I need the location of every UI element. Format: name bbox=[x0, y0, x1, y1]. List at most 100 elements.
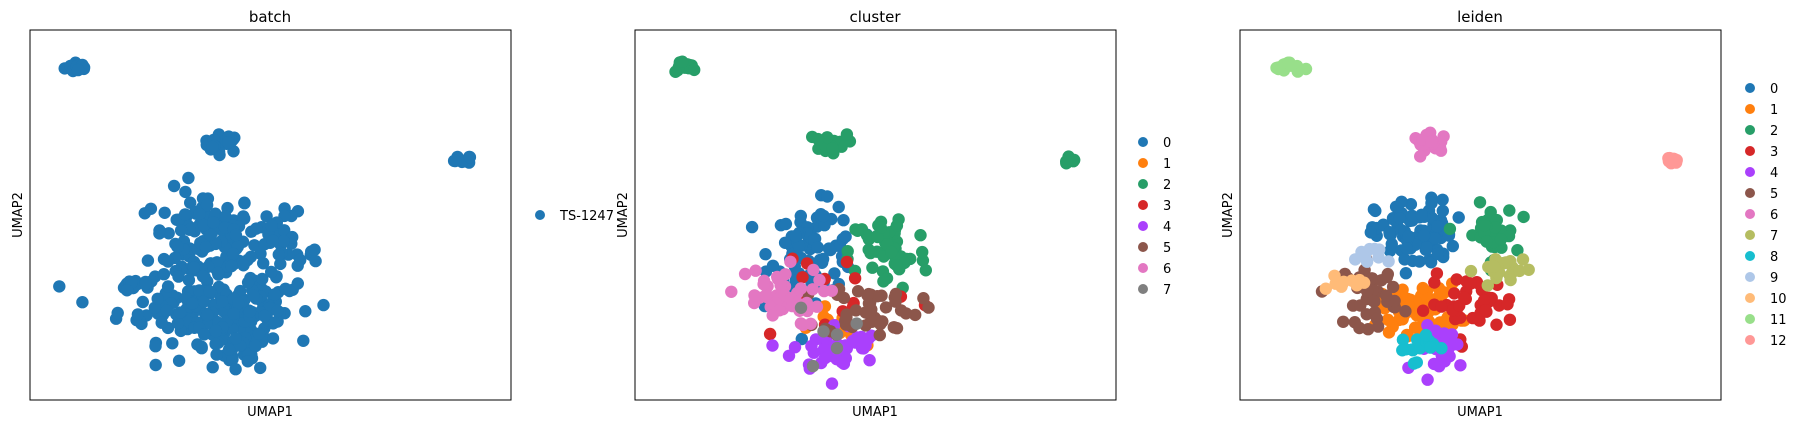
scatter-point-6 bbox=[794, 317, 808, 330]
scatter-point-6 bbox=[813, 273, 826, 287]
scatter-point-TS-1247 bbox=[222, 136, 235, 149]
panel-title: batch bbox=[249, 8, 291, 26]
scatter-point-6 bbox=[1434, 144, 1448, 157]
scatter-point-5 bbox=[1353, 321, 1366, 335]
scatter-point-3 bbox=[763, 327, 777, 341]
scatter-point-3 bbox=[1448, 287, 1461, 300]
scatter-point-TS-1247 bbox=[227, 307, 240, 320]
scatter-point-TS-1247 bbox=[182, 171, 195, 185]
scatter-point-TS-1247 bbox=[193, 207, 206, 221]
scatter-point-TS-1247 bbox=[248, 239, 261, 252]
scatter-point-TS-1247 bbox=[291, 277, 304, 290]
scatter-point-0 bbox=[1400, 242, 1414, 255]
scatter-point-4 bbox=[788, 341, 802, 354]
scatter-point-9 bbox=[1363, 242, 1376, 256]
scatter-point-TS-1247 bbox=[153, 224, 166, 237]
scatter-point-2 bbox=[1443, 222, 1457, 236]
scatter-point-TS-1247 bbox=[141, 254, 155, 267]
scatter-point-3 bbox=[1464, 277, 1478, 290]
scatter-point-0 bbox=[1405, 209, 1419, 222]
scatter-point-2 bbox=[1517, 210, 1530, 224]
scatter-point-0 bbox=[1431, 247, 1445, 261]
scatter-point-6 bbox=[725, 285, 738, 298]
scatter-point-2 bbox=[874, 221, 887, 234]
legend-marker bbox=[1745, 209, 1755, 219]
scatter-point-6 bbox=[760, 288, 773, 301]
scatter-point-TS-1247 bbox=[179, 185, 192, 199]
scatter-point-6 bbox=[807, 263, 820, 277]
legend-marker bbox=[1138, 221, 1148, 231]
scatter-point-7 bbox=[794, 301, 808, 314]
scatter-point-0 bbox=[789, 229, 802, 243]
scatter-point-TS-1247 bbox=[53, 280, 66, 293]
scatter-point-TS-1247 bbox=[139, 277, 152, 291]
scatter-point-0 bbox=[778, 236, 792, 249]
scatter-point-0 bbox=[795, 332, 808, 346]
legend-label: 3 bbox=[1163, 199, 1171, 214]
scatter-point-6 bbox=[748, 289, 761, 302]
scatter-point-4 bbox=[850, 331, 864, 344]
scatter-point-TS-1247 bbox=[209, 337, 222, 351]
scatter-point-4 bbox=[766, 339, 779, 352]
scatter-point-4 bbox=[863, 354, 876, 367]
scatter-point-5 bbox=[1386, 280, 1400, 294]
y-axis-label: UMAP2 bbox=[616, 192, 631, 238]
x-axis-label: UMAP1 bbox=[852, 405, 898, 420]
legend-marker bbox=[1138, 284, 1148, 294]
scatter-point-6 bbox=[766, 309, 779, 322]
scatter-point-6 bbox=[738, 267, 752, 281]
scatter-point-TS-1247 bbox=[206, 140, 219, 154]
scatter-point-0 bbox=[1446, 239, 1460, 253]
scatter-point-10 bbox=[1350, 279, 1364, 292]
scatter-point-TS-1247 bbox=[173, 306, 187, 319]
scatter-point-TS-1247 bbox=[171, 240, 184, 253]
scatter-point-6 bbox=[806, 283, 819, 296]
scatter-point-TS-1247 bbox=[197, 218, 210, 232]
scatter-point-0 bbox=[818, 219, 831, 232]
scatter-point-TS-1247 bbox=[238, 197, 251, 210]
scatter-point-7 bbox=[806, 359, 820, 373]
scatter-point-TS-1247 bbox=[120, 284, 134, 297]
scatter-point-2 bbox=[1060, 155, 1073, 168]
scatter-point-2 bbox=[1494, 233, 1508, 246]
scatter-point-TS-1247 bbox=[219, 210, 232, 223]
scatter-point-TS-1247 bbox=[182, 273, 196, 287]
scatter-point-3 bbox=[1477, 294, 1491, 307]
scatter-point-3 bbox=[840, 255, 854, 269]
scatter-point-5 bbox=[1380, 270, 1394, 284]
scatter-point-7 bbox=[1464, 264, 1478, 278]
scatter-point-6 bbox=[774, 279, 787, 292]
scatter-point-3 bbox=[796, 271, 809, 284]
scatter-point-TS-1247 bbox=[216, 295, 229, 308]
legend-label: 7 bbox=[1770, 229, 1778, 244]
scatter-point-TS-1247 bbox=[166, 337, 179, 350]
plot-frame bbox=[634, 29, 1117, 401]
scatter-point-TS-1247 bbox=[209, 237, 222, 251]
scatter-points bbox=[669, 55, 1081, 390]
scatter-point-TS-1247 bbox=[241, 276, 255, 289]
scatter-point-TS-1247 bbox=[198, 328, 211, 341]
legend-marker bbox=[1138, 158, 1148, 168]
legend-marker bbox=[1745, 314, 1755, 324]
scatter-point-TS-1247 bbox=[250, 222, 263, 235]
scatter-point-4 bbox=[807, 346, 820, 359]
scatter-point-3 bbox=[1416, 304, 1430, 317]
scatter-point-TS-1247 bbox=[200, 198, 214, 212]
scatter-point-0 bbox=[1428, 232, 1441, 245]
legend-label: 6 bbox=[1163, 262, 1171, 277]
scatter-point-TS-1247 bbox=[317, 298, 330, 312]
scatter-point-2 bbox=[1478, 219, 1491, 232]
legend-marker bbox=[1138, 263, 1148, 273]
scatter-point-8 bbox=[1435, 342, 1448, 355]
legend-marker bbox=[1138, 200, 1148, 210]
scatter-point-5 bbox=[859, 306, 872, 319]
scatter-point-0 bbox=[1364, 226, 1378, 239]
scatter-point-5 bbox=[851, 285, 865, 298]
legend-marker bbox=[1745, 83, 1755, 93]
scatter-point-0 bbox=[1413, 255, 1426, 268]
legend-label: 11 bbox=[1770, 313, 1787, 328]
scatter-point-TS-1247 bbox=[266, 332, 280, 345]
legend-label: 1 bbox=[1770, 103, 1778, 118]
scatter-point-TS-1247 bbox=[229, 363, 242, 376]
scatter-point-0 bbox=[766, 259, 780, 272]
